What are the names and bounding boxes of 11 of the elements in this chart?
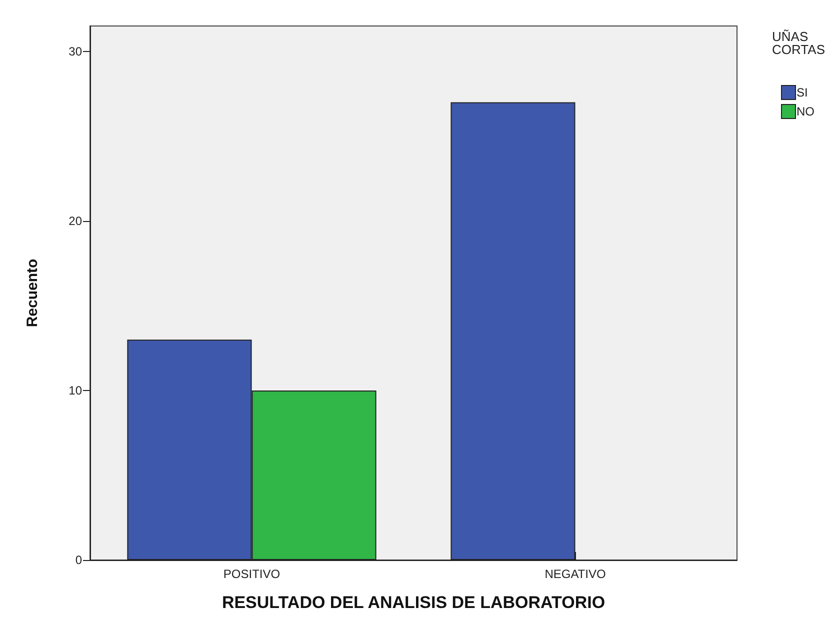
legend-title: UÑAS CORTAS xyxy=(772,29,826,57)
legend-label: NO xyxy=(796,104,814,118)
y-tick-label: 20 xyxy=(68,214,82,228)
y-tick-label: 0 xyxy=(75,553,82,567)
y-tick-label: 10 xyxy=(68,383,82,398)
legend-label: SI xyxy=(796,86,808,100)
y-axis-title: Recuento xyxy=(24,258,41,328)
x-axis-title: RESULTADO DEL ANALISIS DE LABORATORIO xyxy=(222,593,606,612)
y-tick-label: 30 xyxy=(68,44,82,58)
x-tick-label: NEGATIVO xyxy=(544,567,606,581)
x-tick-label: POSITIVO xyxy=(223,567,280,581)
